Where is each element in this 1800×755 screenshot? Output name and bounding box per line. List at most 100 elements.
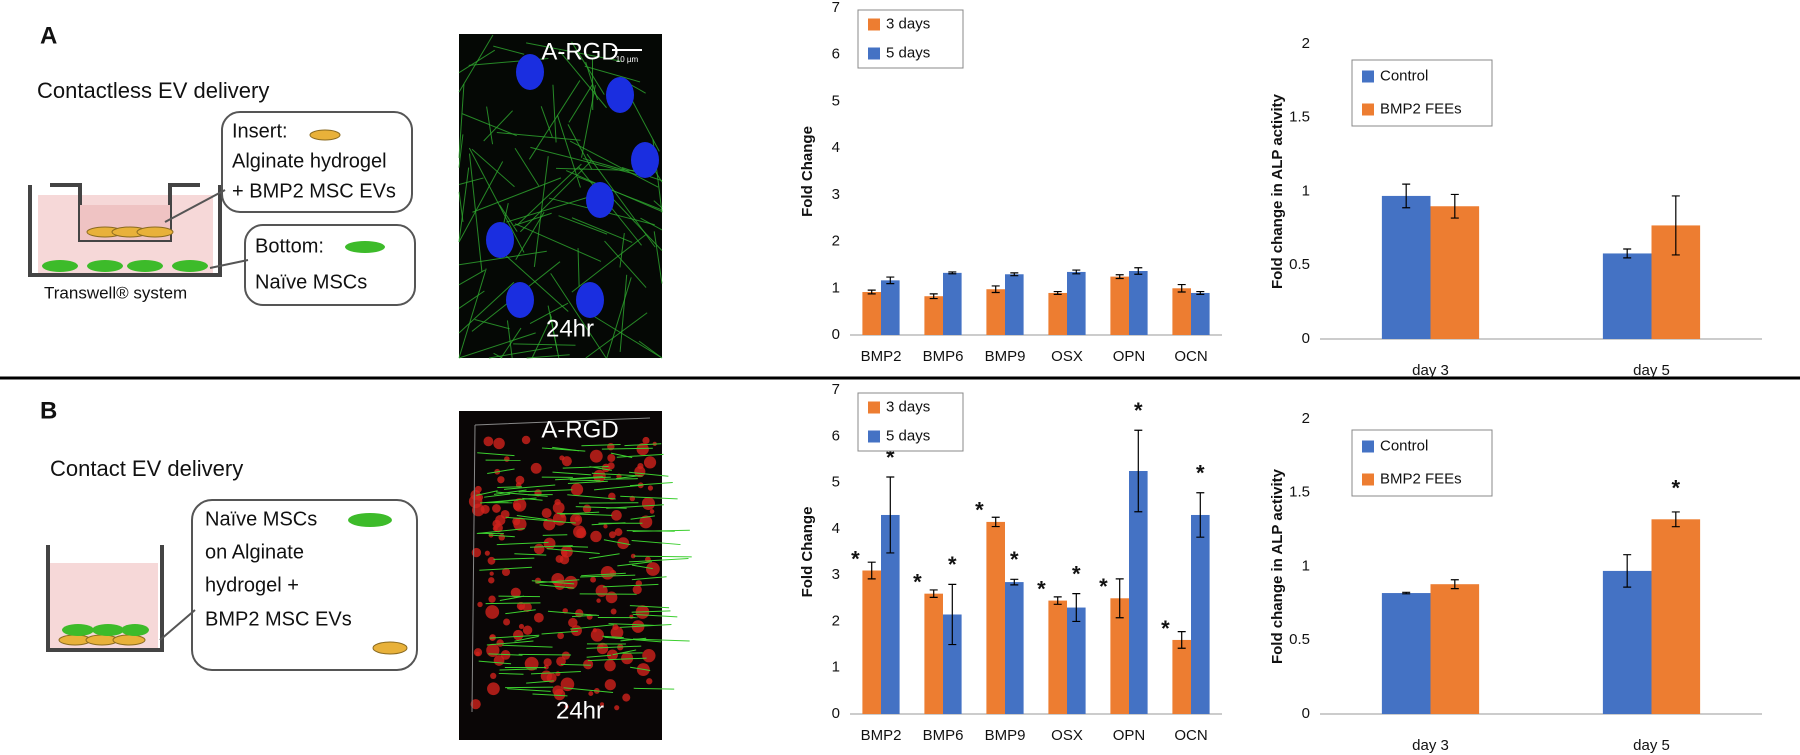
significance-marker: *	[886, 445, 895, 470]
fiber	[458, 290, 485, 309]
y-tick-label: 4	[832, 520, 840, 537]
cell-dot	[471, 503, 485, 517]
cell-dot	[604, 659, 616, 672]
cell-dot	[589, 449, 603, 463]
error-bar	[1450, 579, 1459, 590]
fiber	[584, 65, 641, 83]
fiber	[497, 486, 522, 488]
fiber	[631, 610, 671, 613]
significance-marker: *	[1010, 547, 1019, 572]
y-tick-label: 0	[832, 705, 840, 722]
cell-dot	[552, 685, 564, 696]
fiber	[592, 315, 663, 359]
fiber	[571, 234, 647, 293]
legend-box	[1351, 429, 1493, 497]
legend-label: Control	[1380, 437, 1428, 454]
fiber	[601, 447, 653, 450]
nucleus	[516, 54, 544, 90]
y-tick-label: 0	[1302, 330, 1310, 347]
cell-dot	[522, 625, 533, 635]
fiber	[568, 83, 594, 123]
significance-marker: *	[913, 569, 922, 594]
fiber	[532, 693, 568, 697]
fiber	[489, 634, 540, 639]
panel-title: Contactless EV delivery	[37, 78, 269, 103]
bar	[1129, 271, 1148, 335]
fiber	[587, 657, 647, 662]
cell-dot	[559, 455, 565, 461]
fiber	[604, 240, 647, 288]
fiber	[585, 61, 599, 101]
fiber	[506, 195, 594, 223]
fiber	[560, 663, 591, 666]
cell-dot	[614, 705, 620, 711]
y-tick-label: 2	[832, 612, 840, 629]
bar	[1172, 288, 1191, 335]
error-bar	[1402, 183, 1411, 209]
cell-dot	[590, 628, 604, 642]
fiber	[632, 638, 690, 642]
fiber	[559, 511, 600, 515]
cell-dot	[632, 585, 642, 595]
y-tick-label: 7	[832, 0, 840, 16]
cell-dot	[493, 437, 505, 450]
fiber	[547, 610, 600, 616]
error-bar	[886, 476, 895, 554]
cell-dot	[489, 571, 494, 576]
fiber	[458, 167, 470, 243]
panel-label: B	[40, 397, 57, 424]
cell-dot	[590, 530, 602, 543]
y-tick-label: 0	[1302, 705, 1310, 722]
fiber	[499, 204, 518, 232]
fiber	[458, 282, 515, 334]
fiber	[458, 332, 536, 359]
cell-dot	[575, 609, 584, 618]
fiber	[496, 491, 548, 497]
diagram-text: + BMP2 MSC EVs	[232, 180, 396, 202]
cell-dot	[582, 504, 592, 513]
cell-dot	[488, 595, 496, 603]
fiber	[619, 232, 625, 268]
cell-dot	[555, 671, 561, 677]
x-tick-label: BMP2	[861, 348, 902, 365]
fiber	[458, 191, 464, 222]
cell-dot	[593, 469, 606, 483]
cell-dot	[470, 699, 481, 710]
fiber	[629, 482, 673, 487]
cell-dot	[606, 649, 618, 661]
cell-dot	[610, 608, 617, 615]
y-tick-label: 2	[1302, 410, 1310, 427]
fiber	[616, 453, 664, 458]
cell-dot	[518, 604, 524, 610]
error-bar	[991, 285, 1000, 294]
cell-dot	[487, 556, 496, 565]
cell-dot	[641, 496, 655, 511]
nucleus	[576, 282, 604, 318]
cell-dot	[476, 494, 484, 501]
cell-dot	[490, 672, 497, 680]
error-bar	[1134, 429, 1143, 513]
cell-dot	[501, 567, 511, 577]
cell-dot	[642, 436, 650, 445]
error-bar	[991, 516, 1000, 528]
error-bar	[1115, 578, 1124, 619]
y-axis-label: Fold change in ALP activity	[1269, 93, 1286, 289]
cell-dot	[560, 545, 573, 558]
fiber	[518, 489, 573, 493]
fiber	[539, 584, 575, 589]
bar	[943, 272, 962, 335]
fiber	[602, 635, 624, 639]
cell-dot	[556, 656, 566, 667]
legend-label: BMP2 FEEs	[1380, 100, 1462, 117]
fiber	[458, 134, 464, 168]
bar	[862, 292, 881, 335]
fiber	[484, 493, 511, 498]
cell-dot	[493, 655, 505, 666]
x-tick-label: day 3	[1412, 362, 1449, 379]
significance-marker: *	[1161, 616, 1170, 641]
diagram-text: Insert:	[232, 120, 288, 142]
bar	[1067, 607, 1086, 714]
fiber	[582, 158, 625, 171]
fiber	[513, 212, 552, 226]
bar	[943, 614, 962, 714]
